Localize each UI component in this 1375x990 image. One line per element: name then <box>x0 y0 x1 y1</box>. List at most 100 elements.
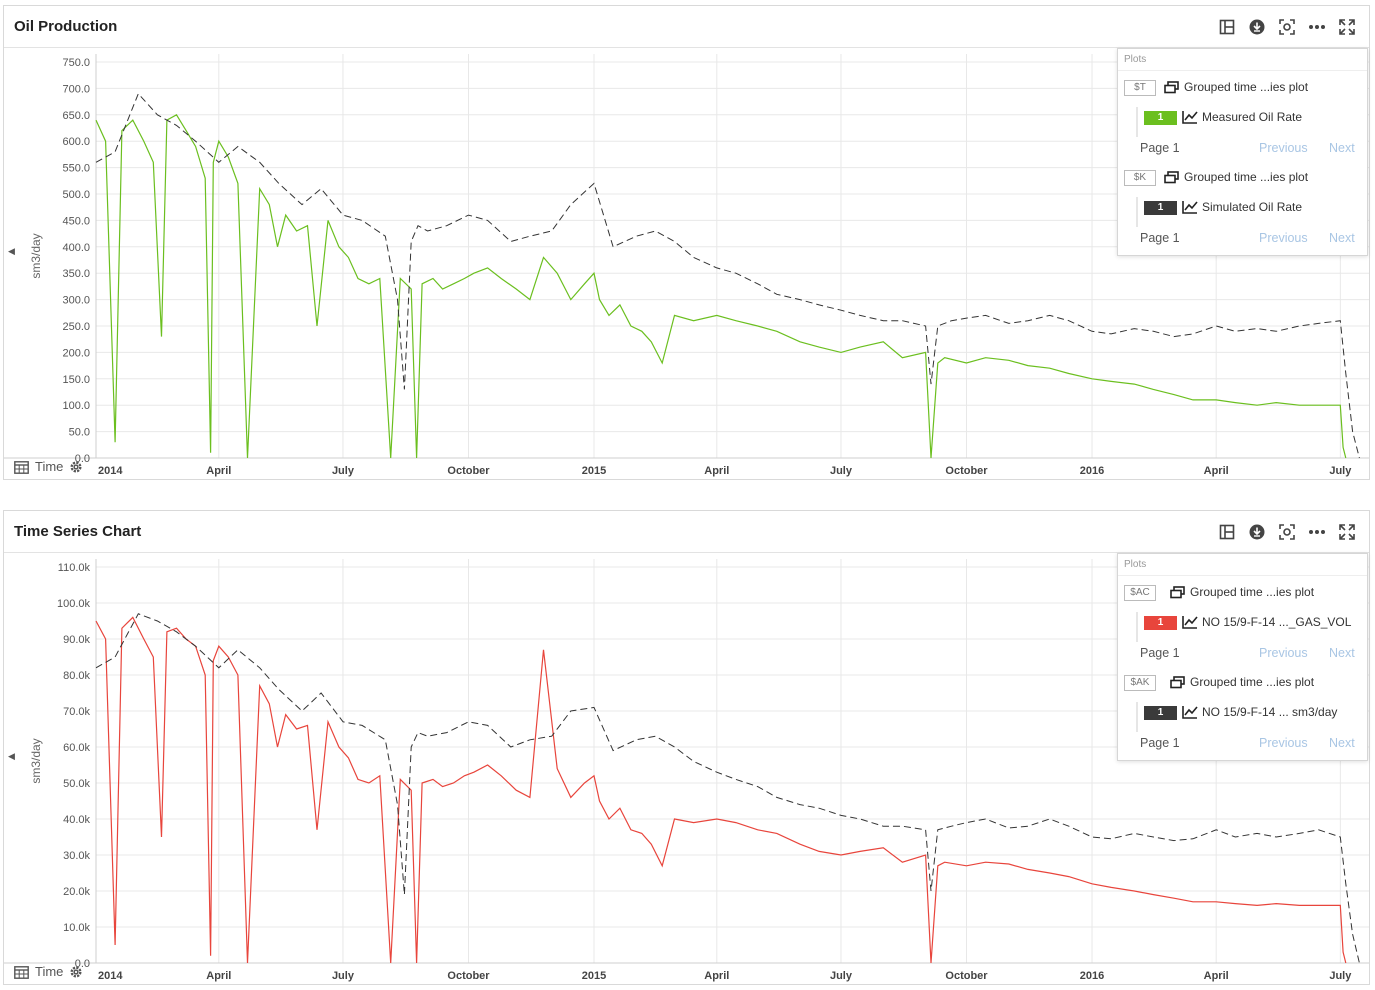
fit-icon[interactable] <box>1277 522 1297 542</box>
layout-icon[interactable] <box>1217 522 1237 542</box>
fit-icon[interactable] <box>1277 17 1297 37</box>
series-label: NO 15/9-F-14 ... sm3/day <box>1202 705 1338 719</box>
series-badge[interactable]: 1 <box>1144 616 1177 630</box>
group-label: Grouped time ...ies plot <box>1184 170 1309 184</box>
x-tick-label: April <box>1204 970 1229 982</box>
x-tick-label: October <box>447 465 490 477</box>
legend-group-row[interactable]: $T Grouped time ...ies plot <box>1118 77 1367 99</box>
group-tag[interactable]: $AK <box>1124 675 1156 691</box>
time-series-chart[interactable]: 0.010.0k20.0k30.0k40.0k50.0k60.0k70.0k80… <box>4 553 1369 984</box>
legend-series-row[interactable]: 1 NO 15/9-F-14 ... sm3/day <box>1118 702 1367 724</box>
gear-icon[interactable] <box>69 965 83 979</box>
x-tick-label: July <box>1329 970 1352 982</box>
x-tick-label: July <box>830 465 853 477</box>
y-tick-label: 70.0k <box>63 706 90 718</box>
legend-series-row[interactable]: 1 Measured Oil Rate <box>1118 107 1367 129</box>
more-icon[interactable] <box>1307 17 1327 37</box>
download-icon[interactable] <box>1247 17 1267 37</box>
line-chart-icon <box>1182 111 1198 124</box>
legend-group-row[interactable]: $AK Grouped time ...ies plot <box>1118 672 1367 694</box>
measured-series-line[interactable] <box>95 616 1347 964</box>
previous-button[interactable]: Previous <box>1259 736 1308 750</box>
y-tick-label: 100.0k <box>57 598 91 610</box>
panel-toolbar <box>1217 520 1357 544</box>
previous-button[interactable]: Previous <box>1259 141 1308 155</box>
previous-button[interactable]: Previous <box>1259 646 1308 660</box>
tree-line <box>1136 612 1138 642</box>
oil-production-panel: Oil Production 0.0 50.0 100.0 150.0 200.0 250… <box>3 5 1370 480</box>
next-button[interactable]: Next <box>1329 736 1355 750</box>
x-tick-label: April <box>1204 465 1229 477</box>
x-tick-label: 2014 <box>98 970 123 982</box>
chart-area: 0.0 10.0k 20.0k 30.0k 40.0k 50.0k 60.0k 70.0k 80… <box>4 553 1369 984</box>
y-tick-label: 10.0k <box>63 922 90 934</box>
expand-icon[interactable] <box>1337 17 1357 37</box>
more-icon[interactable] <box>1307 522 1327 542</box>
legend-group-row[interactable]: $AC Grouped time ...ies plot <box>1118 582 1367 604</box>
y-tick-label: 400.0 <box>62 242 90 254</box>
simulated-series-line[interactable] <box>95 613 1360 964</box>
simulated-series-line[interactable] <box>95 92 1360 459</box>
x-tick-label: April <box>704 465 729 477</box>
time-control[interactable]: Time <box>14 459 83 474</box>
x-tick-label: April <box>206 970 231 982</box>
tree-line <box>1136 197 1138 227</box>
collapse-left-icon[interactable]: ◀ <box>8 751 15 761</box>
x-tick-label: October <box>945 465 988 477</box>
x-tick-label: July <box>332 970 355 982</box>
panel-title: Time Series Chart <box>14 523 142 540</box>
y-tick-label: 550.0 <box>62 163 90 175</box>
y-tick-label: 300.0 <box>62 295 90 307</box>
group-tag[interactable]: $T <box>1124 80 1156 96</box>
previous-button[interactable]: Previous <box>1259 231 1308 245</box>
next-button[interactable]: Next <box>1329 646 1355 660</box>
next-button[interactable]: Next <box>1329 231 1355 245</box>
legend-group-row[interactable]: $K Grouped time ...ies plot <box>1118 167 1367 189</box>
y-tick-label: 60.0k <box>63 742 90 754</box>
panel-title: Oil Production <box>14 18 118 35</box>
panel-header: Oil Production <box>4 6 1369 48</box>
time-control[interactable]: Time <box>14 964 83 979</box>
download-icon[interactable] <box>1247 522 1267 542</box>
collapse-left-icon[interactable]: ◀ <box>8 246 15 256</box>
y-axis-label: sm3/day <box>29 738 43 783</box>
y-tick-label: 150.0 <box>62 374 90 386</box>
legend-series-row[interactable]: 1 Simulated Oil Rate <box>1118 197 1367 219</box>
grouped-plot-icon <box>1164 171 1179 184</box>
page-label: Page 1 <box>1140 736 1180 750</box>
y-tick-label: 650.0 <box>62 110 90 122</box>
grouped-plot-icon <box>1164 81 1179 94</box>
series-label: NO 15/9-F-14 ..._GAS_VOL <box>1202 615 1352 629</box>
expand-icon[interactable] <box>1337 522 1357 542</box>
y-tick-label: 250.0 <box>62 321 90 333</box>
grouped-plot-icon <box>1170 586 1185 599</box>
y-tick-label: 100.0 <box>62 400 90 412</box>
y-tick-label: 40.0k <box>63 814 90 826</box>
gear-icon[interactable] <box>69 460 83 474</box>
group-tag[interactable]: $AC <box>1124 585 1156 601</box>
y-tick-label: 600.0 <box>62 136 90 148</box>
legend-title: Plots <box>1118 49 1367 71</box>
legend-series-row[interactable]: 1 NO 15/9-F-14 ..._GAS_VOL <box>1118 612 1367 634</box>
y-tick-label: 500.0 <box>62 189 90 201</box>
time-label: Time <box>35 459 64 474</box>
series-label: Measured Oil Rate <box>1202 110 1303 124</box>
y-tick-label: 750.0 <box>62 57 90 69</box>
panel-toolbar <box>1217 15 1357 39</box>
y-tick-label: 50.0k <box>63 778 90 790</box>
y-tick-label: 700.0 <box>62 83 90 95</box>
x-tick-label: 2015 <box>582 970 606 982</box>
tree-line <box>1136 702 1138 732</box>
series-badge[interactable]: 1 <box>1144 706 1177 720</box>
series-badge[interactable]: 1 <box>1144 111 1177 125</box>
next-button[interactable]: Next <box>1329 141 1355 155</box>
line-chart-icon <box>1182 706 1198 719</box>
grouped-plot-icon <box>1170 676 1185 689</box>
calendar-icon <box>14 965 29 979</box>
y-tick-label: 110.0k <box>58 562 91 574</box>
group-label: Grouped time ...ies plot <box>1190 675 1315 689</box>
layout-icon[interactable] <box>1217 17 1237 37</box>
group-tag[interactable]: $K <box>1124 170 1156 186</box>
measured-series-line[interactable] <box>95 113 1347 459</box>
series-badge[interactable]: 1 <box>1144 201 1177 215</box>
